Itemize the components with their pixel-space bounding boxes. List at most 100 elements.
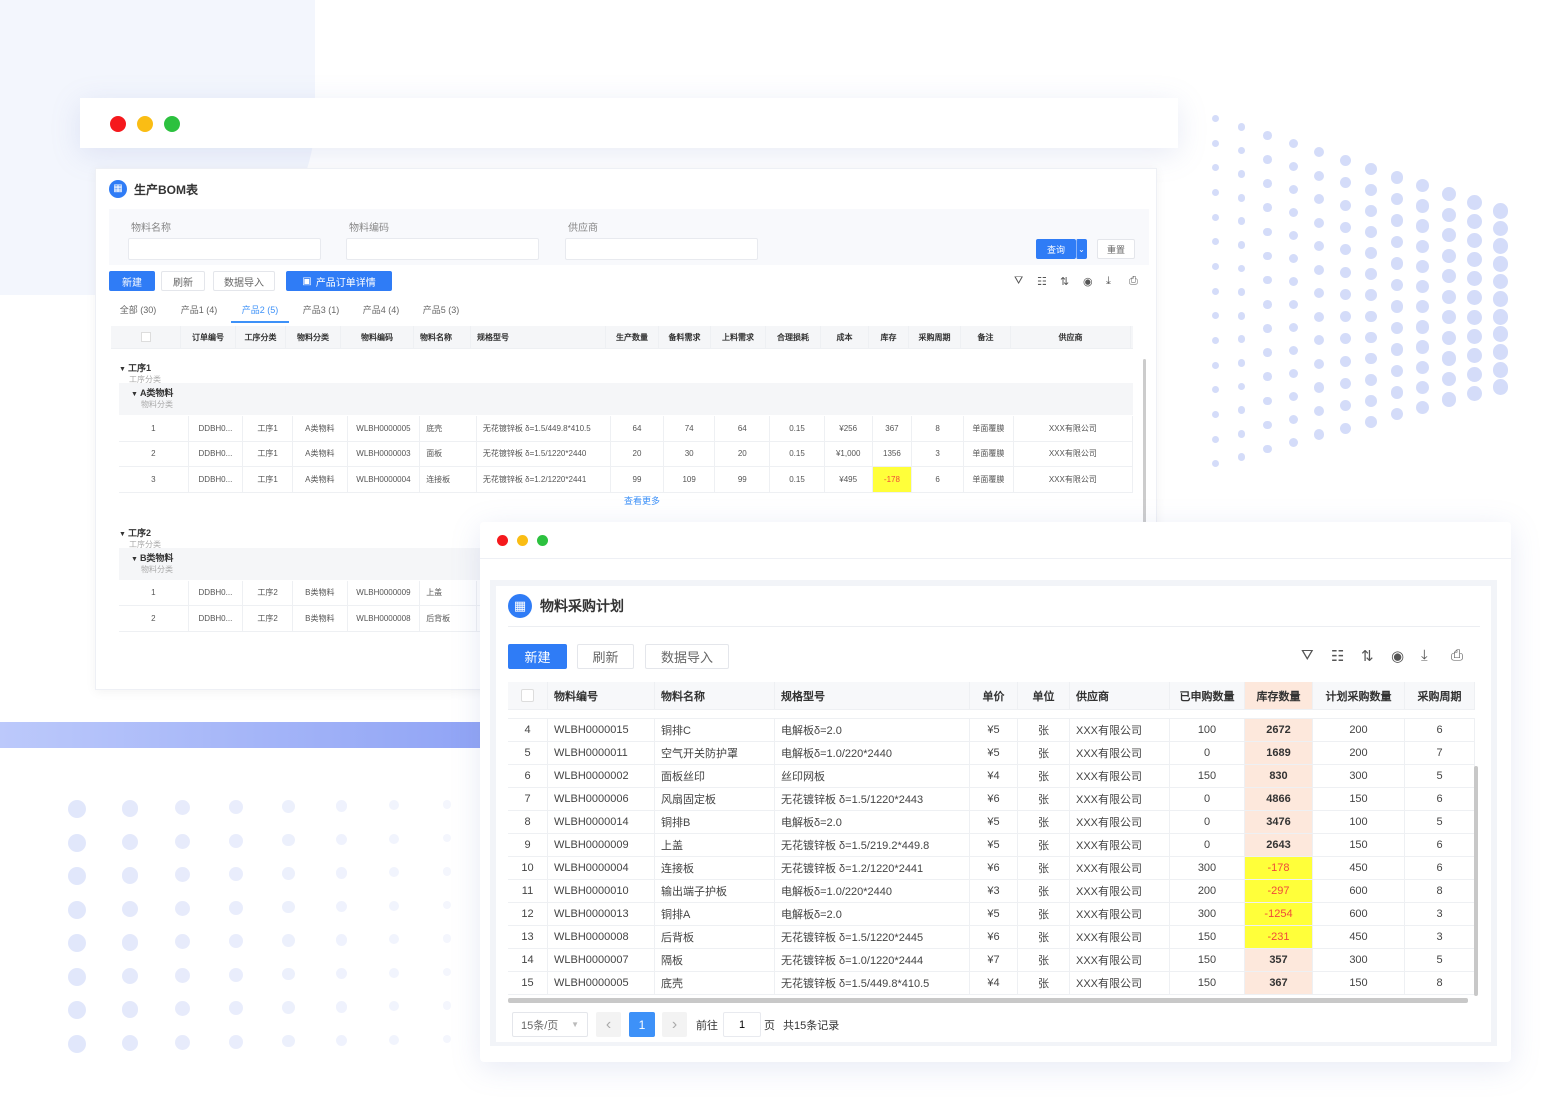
refresh-button[interactable]: 刷新 (161, 271, 205, 291)
columns-icon[interactable]: ☷ (1331, 648, 1345, 665)
eye-icon[interactable]: ◉ (1083, 276, 1093, 288)
import-button[interactable]: 数据导入 (645, 644, 729, 669)
page-size-select[interactable]: 15条/页 ▼ (512, 1012, 588, 1037)
print-icon[interactable]: ⎙ (1129, 275, 1138, 287)
goto-page-input[interactable] (723, 1012, 761, 1037)
filter-icon[interactable]: ⛛ (1301, 647, 1314, 664)
minimize-dot[interactable] (137, 116, 153, 132)
category-B类物料[interactable]: ▼ B类物料 物料分类 (131, 551, 173, 575)
category-sub: 物料分类 (141, 564, 173, 574)
material-name-input[interactable] (128, 238, 321, 260)
print-icon[interactable]: ⎙ (1451, 647, 1464, 664)
dot (121, 1001, 139, 1018)
table-cell: A类物料 (293, 467, 348, 492)
total-records: 共15条记录 (783, 1020, 840, 1032)
close-dot[interactable] (497, 535, 508, 546)
query-button[interactable]: 查询 (1036, 239, 1076, 259)
table-cell: 7 (508, 788, 548, 810)
table-cell: 1 (119, 416, 189, 441)
minimize-dot[interactable] (517, 535, 528, 546)
group-工序2[interactable]: ▼ 工序2 工序分类 (119, 526, 161, 550)
select-all-checkbox[interactable] (508, 682, 548, 709)
maximize-dot[interactable] (537, 535, 548, 546)
import-button[interactable]: 数据导入 (213, 271, 275, 291)
scrollbar[interactable] (1143, 359, 1146, 523)
refresh-button[interactable]: 刷新 (577, 644, 634, 669)
vertical-scrollbar[interactable] (1474, 766, 1478, 996)
dot (1288, 323, 1298, 333)
supplier-input[interactable] (565, 238, 758, 260)
dot (1263, 444, 1272, 454)
group-工序1[interactable]: ▼ 工序1 工序分类 (119, 361, 161, 385)
dot (1263, 179, 1272, 188)
table-cell: 200 (1313, 719, 1405, 741)
dot (1441, 289, 1456, 304)
tab-5[interactable]: 产品5 (3) (422, 305, 460, 315)
tab-0[interactable]: 全部 (30) (119, 305, 157, 315)
table-cell: WLBH0000005 (548, 972, 655, 994)
dot (335, 833, 347, 845)
expand-triangle-icon[interactable]: ▼ (119, 366, 126, 373)
table-cell: ¥3 (970, 880, 1018, 902)
dot (1492, 308, 1509, 325)
horizontal-scrollbar[interactable] (508, 998, 1468, 1003)
table-cell: 300 (1170, 903, 1245, 925)
dot (1467, 195, 1482, 210)
maximize-dot[interactable] (164, 116, 180, 132)
table-row: 14 WLBH0000007 隔板 无花镀锌板 δ=1.0/1220*2444 ¥7 张 X… (508, 949, 1475, 972)
table-cell: 丝印网板 (775, 765, 970, 787)
table-cell: 109 (664, 467, 716, 492)
view-more-link[interactable]: 查看更多 (624, 495, 661, 506)
table-cell: 6 (1405, 719, 1475, 741)
table-cell: XXX有限公司 (1070, 834, 1170, 856)
dot (1212, 238, 1219, 246)
eye-icon[interactable]: ◉ (1391, 648, 1405, 665)
checkbox[interactable] (521, 689, 534, 702)
expand-triangle-icon[interactable]: ▼ (131, 555, 138, 563)
order-detail-button[interactable]: ▣ 产品订单详情 (286, 271, 392, 291)
dot (1263, 131, 1272, 140)
material-code-input[interactable] (346, 238, 539, 260)
dot (1212, 386, 1219, 394)
dot (282, 800, 295, 813)
tab-3[interactable]: 产品3 (1) (302, 305, 340, 315)
select-all-checkbox[interactable] (111, 326, 181, 348)
app-grid-icon: ▦ (109, 180, 127, 198)
dot (1467, 347, 1482, 363)
prev-page-chevron-left-icon[interactable]: ‹ (596, 1012, 621, 1037)
table-cell: -178 (872, 467, 913, 492)
checkbox[interactable] (140, 332, 151, 342)
dot (1339, 378, 1351, 390)
close-dot[interactable] (110, 116, 126, 132)
dot (282, 867, 295, 880)
expand-triangle-icon[interactable]: ▼ (131, 391, 138, 398)
reset-button[interactable]: 重置 (1097, 239, 1135, 259)
next-page-chevron-right-icon[interactable]: › (662, 1012, 687, 1037)
tab-4[interactable]: 产品4 (4) (362, 305, 400, 315)
download-icon[interactable]: ⤓ (1421, 647, 1428, 664)
query-dropdown-chevron-icon[interactable]: ⌄ (1076, 239, 1087, 259)
dot (1492, 255, 1509, 272)
dot (442, 833, 452, 843)
tab-1[interactable]: 产品1 (4) (180, 305, 218, 315)
table-cell: 0 (1170, 834, 1245, 856)
dot (1314, 358, 1325, 370)
table-cell: 99 (715, 467, 771, 492)
dot (121, 967, 139, 985)
columns-icon[interactable]: ☷ (1037, 276, 1047, 288)
table-cell: -178 (1245, 857, 1313, 879)
group-name: 工序1 (127, 363, 151, 373)
category-A类物料[interactable]: ▼ A类物料 物料分类 (131, 386, 173, 410)
sort-icon[interactable]: ⇅ (1060, 276, 1070, 288)
sort-icon[interactable]: ⇅ (1361, 648, 1374, 665)
expand-triangle-icon[interactable]: ▼ (119, 530, 126, 538)
new-button[interactable]: 新建 (109, 271, 155, 291)
tab-2[interactable]: 产品2 (5) (231, 303, 289, 323)
dot (1492, 379, 1509, 396)
page-1-button[interactable]: 1 (629, 1012, 655, 1037)
table-cell: 无花镀锌板 δ=1.2/1220*2441 (775, 857, 970, 879)
new-button[interactable]: 新建 (508, 644, 567, 669)
filter-icon[interactable]: ⛛ (1014, 275, 1024, 287)
download-icon[interactable]: ⤓ (1106, 275, 1111, 287)
dot (228, 900, 243, 915)
